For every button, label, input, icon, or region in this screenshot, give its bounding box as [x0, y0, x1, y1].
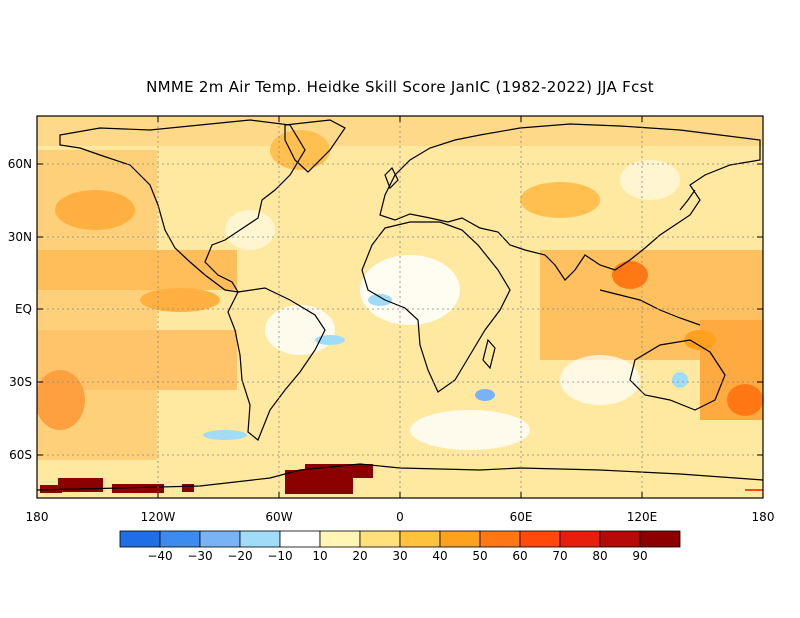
colorbar [119, 530, 681, 548]
colorbar-tick-label: −40 [147, 549, 172, 563]
colorbar-swatch [439, 530, 481, 548]
axis-ticks [37, 116, 763, 498]
colorbar-swatch [279, 530, 321, 548]
colorbar-tick-label: 10 [312, 549, 327, 563]
lat-label-60n: 60N [8, 157, 32, 171]
colorbar-swatch [199, 530, 241, 548]
colorbar-tick-label: 20 [352, 549, 367, 563]
colorbar-swatch [119, 530, 161, 548]
colorbar-swatch [319, 530, 361, 548]
page-title: NMME 2m Air Temp. Heidke Skill Score Jan… [146, 78, 654, 96]
lon-label-120e: 120E [627, 510, 658, 524]
colorbar-swatch [159, 530, 201, 548]
colorbar-tick-label: 60 [512, 549, 527, 563]
lat-label-eq: EQ [15, 302, 32, 316]
lat-label-60s: 60S [9, 448, 32, 462]
colorbar-swatch [359, 530, 401, 548]
graticule [37, 116, 763, 498]
colorbar-tick-label: 70 [552, 549, 567, 563]
lon-label-120w: 120W [141, 510, 176, 524]
lon-label-60e: 60E [510, 510, 533, 524]
colorbar-swatch [519, 530, 561, 548]
colorbar-tick-label: 40 [432, 549, 447, 563]
coastlines [37, 119, 763, 491]
colorbar-tick-label: −30 [187, 549, 212, 563]
colorbar-tick-label: 30 [392, 549, 407, 563]
colorbar-tick-label: 80 [592, 549, 607, 563]
colorbar-swatch [599, 530, 641, 548]
lon-label-180w: 180 [26, 510, 49, 524]
colorbar-labels: −40 −30 −20 −10 10 20 30 40 50 60 70 80 90 [147, 549, 647, 563]
lon-label-180e: 180 [752, 510, 775, 524]
colorbar-swatch [479, 530, 521, 548]
colorbar-swatch [399, 530, 441, 548]
colorbar-tick-label: −20 [227, 549, 252, 563]
colorbar-tick-label: −10 [267, 549, 292, 563]
colorbar-tick-label: 90 [632, 549, 647, 563]
lat-label-30n: 30N [8, 230, 32, 244]
colorbar-swatch [559, 530, 601, 548]
colorbar-tick-label: 50 [472, 549, 487, 563]
colorbar-swatch [639, 530, 681, 548]
lat-label-30s: 30S [9, 375, 32, 389]
lon-label-0: 0 [396, 510, 404, 524]
lon-label-60w: 60W [265, 510, 292, 524]
colorbar-swatch [239, 530, 281, 548]
